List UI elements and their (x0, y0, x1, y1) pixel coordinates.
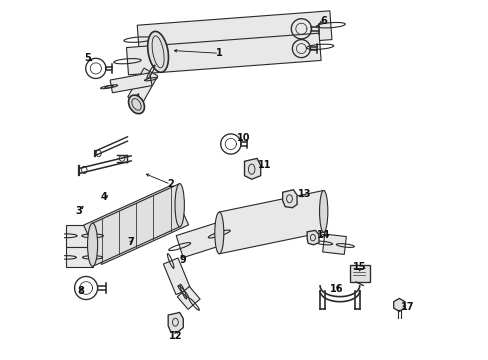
Polygon shape (322, 234, 346, 255)
Text: 2: 2 (167, 179, 174, 189)
Polygon shape (282, 190, 296, 208)
Polygon shape (126, 33, 321, 75)
Polygon shape (66, 225, 92, 247)
Polygon shape (83, 185, 188, 265)
Polygon shape (176, 223, 223, 257)
Text: 16: 16 (329, 284, 343, 294)
Text: 17: 17 (400, 302, 413, 312)
Polygon shape (393, 298, 404, 311)
Text: 4: 4 (101, 192, 107, 202)
Polygon shape (110, 73, 152, 93)
Text: 15: 15 (352, 262, 366, 272)
Polygon shape (177, 287, 200, 309)
Polygon shape (137, 11, 331, 54)
Ellipse shape (175, 184, 184, 227)
Polygon shape (244, 158, 260, 179)
Ellipse shape (147, 31, 168, 72)
Polygon shape (66, 247, 92, 267)
Text: 10: 10 (237, 132, 250, 143)
Polygon shape (163, 258, 190, 294)
Ellipse shape (319, 190, 327, 232)
Ellipse shape (87, 223, 98, 266)
Polygon shape (219, 190, 323, 254)
Polygon shape (306, 230, 318, 245)
Text: 3: 3 (75, 206, 82, 216)
Text: 7: 7 (127, 237, 134, 247)
Text: 8: 8 (77, 285, 84, 296)
Text: 14: 14 (316, 230, 330, 240)
Ellipse shape (128, 95, 144, 114)
Polygon shape (92, 184, 179, 266)
Polygon shape (127, 68, 158, 105)
Bar (349, 265, 369, 282)
Ellipse shape (214, 212, 224, 254)
Text: 6: 6 (320, 16, 326, 26)
Text: 9: 9 (180, 255, 186, 265)
Polygon shape (168, 312, 183, 332)
Text: 5: 5 (84, 53, 91, 63)
Text: 1: 1 (216, 48, 222, 58)
Text: 13: 13 (298, 189, 311, 199)
Text: 12: 12 (169, 330, 183, 341)
Text: 11: 11 (257, 159, 270, 170)
